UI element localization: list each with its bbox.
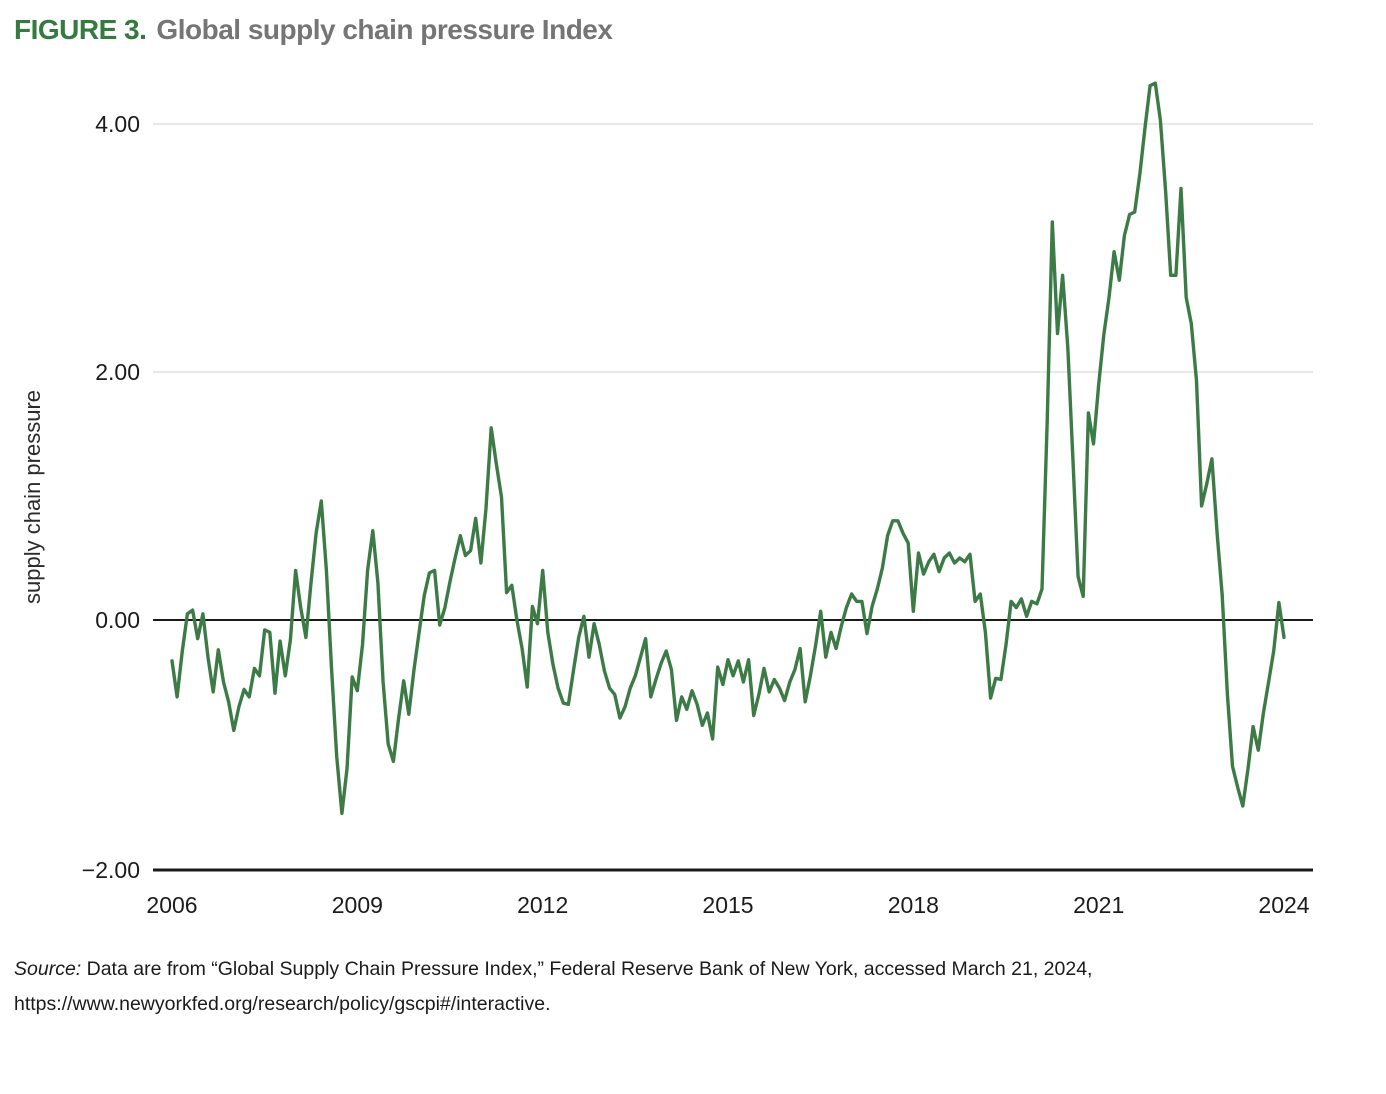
y-axis-title: supply chain pressure [20, 390, 45, 604]
y-tick-label-0.00: 0.00 [95, 607, 140, 633]
x-tick-label-2006: 2006 [146, 892, 197, 918]
y-tick-label-2.00: 2.00 [95, 359, 140, 385]
figure-title-text: Global supply chain pressure Index [156, 14, 613, 45]
source-note: Source: Data are from “Global Supply Cha… [14, 952, 1354, 1022]
y-tick-label-4.00: 4.00 [95, 111, 140, 137]
source-text-line1: Data are from “Global Supply Chain Press… [86, 958, 1093, 980]
figure-heading: FIGURE 3. Global supply chain pressure In… [14, 14, 613, 46]
x-tick-label-2012: 2012 [517, 892, 568, 918]
figure-number-label: FIGURE 3. [14, 14, 147, 45]
source-prefix: Source: [14, 958, 82, 980]
gscpi-series-line [170, 81, 1286, 816]
x-tick-label-2018: 2018 [888, 892, 939, 918]
x-tick-label-2021: 2021 [1073, 892, 1124, 918]
x-tick-label-2015: 2015 [702, 892, 753, 918]
x-tick-label-2009: 2009 [332, 892, 383, 918]
source-text-line2: https://www.newyorkfed.org/research/poli… [14, 993, 551, 1015]
x-tick-label-2024: 2024 [1258, 892, 1309, 918]
y-tick-label-−2.00: −2.00 [82, 857, 140, 883]
